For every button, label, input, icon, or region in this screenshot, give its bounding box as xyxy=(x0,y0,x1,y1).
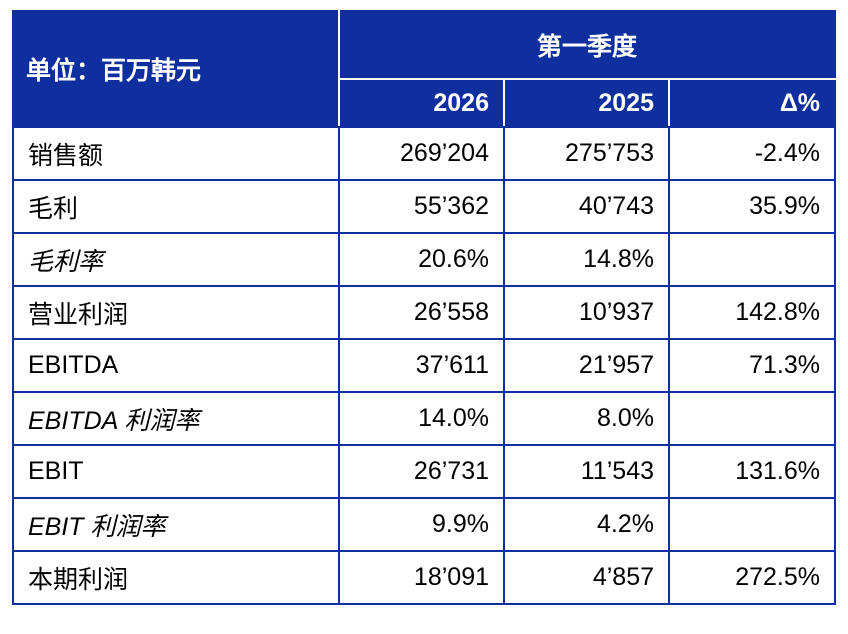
table-header: 单位：百万韩元 第一季度 2026 2025 Δ% xyxy=(12,10,837,128)
value-2026: 26’558 xyxy=(338,285,505,340)
unit-label: 单位：百万韩元 xyxy=(12,10,340,128)
value-2025: 14.8% xyxy=(503,232,670,287)
value-2025: 21’957 xyxy=(503,338,670,393)
row-label: 本期利润 xyxy=(12,550,340,605)
column-header-delta: Δ% xyxy=(667,78,837,128)
table-row: 本期利润 18’091 4’857 272.5% xyxy=(12,550,837,605)
value-delta: 71.3% xyxy=(667,338,837,393)
row-label: 毛利率 xyxy=(12,232,340,287)
table-row: EBITDA 利润率 14.0% 8.0% xyxy=(12,391,837,446)
table-row: 销售额 269’204 275’753 -2.4% xyxy=(12,126,837,181)
row-label: EBIT 利润率 xyxy=(12,497,340,552)
row-label: 毛利 xyxy=(12,179,340,234)
financial-summary-table: 单位：百万韩元 第一季度 2026 2025 Δ% 销售额 269’204 275’… xyxy=(12,10,837,605)
value-2025: 40’743 xyxy=(503,179,670,234)
value-2025: 11’543 xyxy=(503,444,670,499)
value-delta: 131.6% xyxy=(667,444,837,499)
column-header-2025: 2025 xyxy=(503,78,670,128)
row-label: EBIT xyxy=(12,444,340,499)
table-row: EBIT 利润率 9.9% 4.2% xyxy=(12,497,837,552)
row-label: EBITDA xyxy=(12,338,340,393)
value-delta: 142.8% xyxy=(667,285,837,340)
row-label: 营业利润 xyxy=(12,285,340,340)
value-delta xyxy=(667,497,837,552)
value-2026: 20.6% xyxy=(338,232,505,287)
value-2025: 8.0% xyxy=(503,391,670,446)
value-2025: 275’753 xyxy=(503,126,670,181)
table-body: 销售额 269’204 275’753 -2.4% 毛利 55’362 40’743 35.9… xyxy=(12,126,837,605)
value-2025: 10’937 xyxy=(503,285,670,340)
table-row: 营业利润 26’558 10’937 142.8% xyxy=(12,285,837,340)
value-2026: 269’204 xyxy=(338,126,505,181)
value-2026: 37’611 xyxy=(338,338,505,393)
table-row: 毛利 55’362 40’743 35.9% xyxy=(12,179,837,234)
value-delta xyxy=(667,391,837,446)
value-2025: 4.2% xyxy=(503,497,670,552)
value-2025: 4’857 xyxy=(503,550,670,605)
value-2026: 14.0% xyxy=(338,391,505,446)
value-delta: -2.4% xyxy=(667,126,837,181)
value-delta xyxy=(667,232,837,287)
row-label: 销售额 xyxy=(12,126,340,181)
period-label: 第一季度 xyxy=(337,10,837,80)
table-row: EBIT 26’731 11’543 131.6% xyxy=(12,444,837,499)
table-row: 毛利率 20.6% 14.8% xyxy=(12,232,837,287)
value-2026: 18’091 xyxy=(338,550,505,605)
value-delta: 272.5% xyxy=(667,550,837,605)
header-row-period: 单位：百万韩元 第一季度 xyxy=(12,10,837,128)
value-delta: 35.9% xyxy=(667,179,837,234)
header-row-columns: 2026 2025 Δ% xyxy=(13,78,837,128)
column-header-2026: 2026 xyxy=(338,78,505,128)
table-row: EBITDA 37’611 21’957 71.3% xyxy=(12,338,837,393)
value-2026: 26’731 xyxy=(338,444,505,499)
row-label: EBITDA 利润率 xyxy=(12,391,340,446)
value-2026: 9.9% xyxy=(338,497,505,552)
value-2026: 55’362 xyxy=(338,179,505,234)
